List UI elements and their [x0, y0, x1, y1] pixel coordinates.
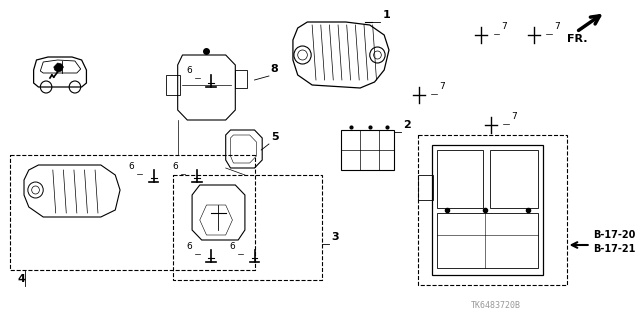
Bar [236, 70, 247, 88]
Text: B-17-20: B-17-20 [593, 230, 636, 240]
Text: 7: 7 [439, 82, 445, 91]
Text: 4: 4 [17, 274, 25, 284]
Text: TK6483720B: TK6483720B [470, 301, 520, 310]
Bar [173, 175, 322, 280]
Bar [418, 175, 433, 200]
Bar [432, 145, 543, 275]
Text: 6: 6 [172, 162, 178, 171]
Text: 7: 7 [554, 22, 560, 31]
Text: 3: 3 [332, 232, 339, 242]
Bar [490, 150, 538, 208]
Text: 5: 5 [271, 132, 278, 142]
Bar [437, 150, 483, 208]
Bar [10, 155, 255, 270]
Bar [418, 135, 566, 285]
Text: 6: 6 [186, 66, 192, 75]
Text: 6: 6 [186, 242, 192, 251]
Bar [437, 213, 538, 268]
Text: 6: 6 [230, 242, 236, 251]
Text: 2: 2 [403, 120, 411, 130]
Text: 7: 7 [511, 112, 516, 121]
Text: FR.: FR. [566, 34, 587, 44]
Text: 6: 6 [129, 162, 134, 171]
Bar [341, 130, 394, 170]
Bar [166, 75, 180, 95]
Text: B-17-21: B-17-21 [593, 244, 636, 254]
Polygon shape [54, 63, 63, 72]
Text: 7: 7 [501, 22, 507, 31]
Text: 1: 1 [382, 10, 390, 20]
Text: 8: 8 [271, 64, 278, 74]
